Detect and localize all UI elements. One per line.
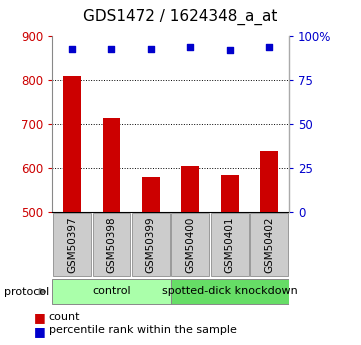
Bar bbox=[142, 177, 160, 212]
Bar bbox=[250, 214, 288, 276]
Bar bbox=[221, 175, 239, 212]
Point bbox=[266, 44, 272, 50]
Bar bbox=[182, 166, 199, 212]
Text: percentile rank within the sample: percentile rank within the sample bbox=[49, 325, 236, 335]
Point bbox=[109, 46, 114, 51]
Bar bbox=[170, 279, 289, 304]
Text: GSM50399: GSM50399 bbox=[146, 217, 156, 273]
Bar bbox=[132, 214, 170, 276]
Bar bbox=[92, 214, 130, 276]
Text: GSM50402: GSM50402 bbox=[264, 217, 274, 273]
Bar bbox=[260, 151, 278, 212]
Bar bbox=[211, 214, 249, 276]
Point bbox=[148, 46, 154, 51]
Text: spotted-dick knockdown: spotted-dick knockdown bbox=[162, 286, 297, 296]
Point bbox=[227, 48, 232, 53]
Bar bbox=[52, 279, 170, 304]
Text: GSM50398: GSM50398 bbox=[106, 217, 117, 273]
Bar bbox=[63, 76, 81, 212]
Text: count: count bbox=[49, 312, 80, 322]
Bar bbox=[53, 214, 91, 276]
Text: control: control bbox=[92, 286, 131, 296]
Text: ■: ■ bbox=[34, 325, 46, 338]
Text: ■: ■ bbox=[34, 312, 46, 325]
Text: GSM50400: GSM50400 bbox=[185, 217, 195, 273]
Point bbox=[69, 46, 75, 51]
Text: GSM50401: GSM50401 bbox=[225, 217, 235, 273]
Bar bbox=[171, 214, 209, 276]
Bar bbox=[103, 118, 120, 212]
Text: protocol: protocol bbox=[4, 287, 49, 296]
Point bbox=[187, 44, 193, 50]
Text: GSM50397: GSM50397 bbox=[67, 217, 77, 273]
Text: GDS1472 / 1624348_a_at: GDS1472 / 1624348_a_at bbox=[83, 9, 278, 25]
